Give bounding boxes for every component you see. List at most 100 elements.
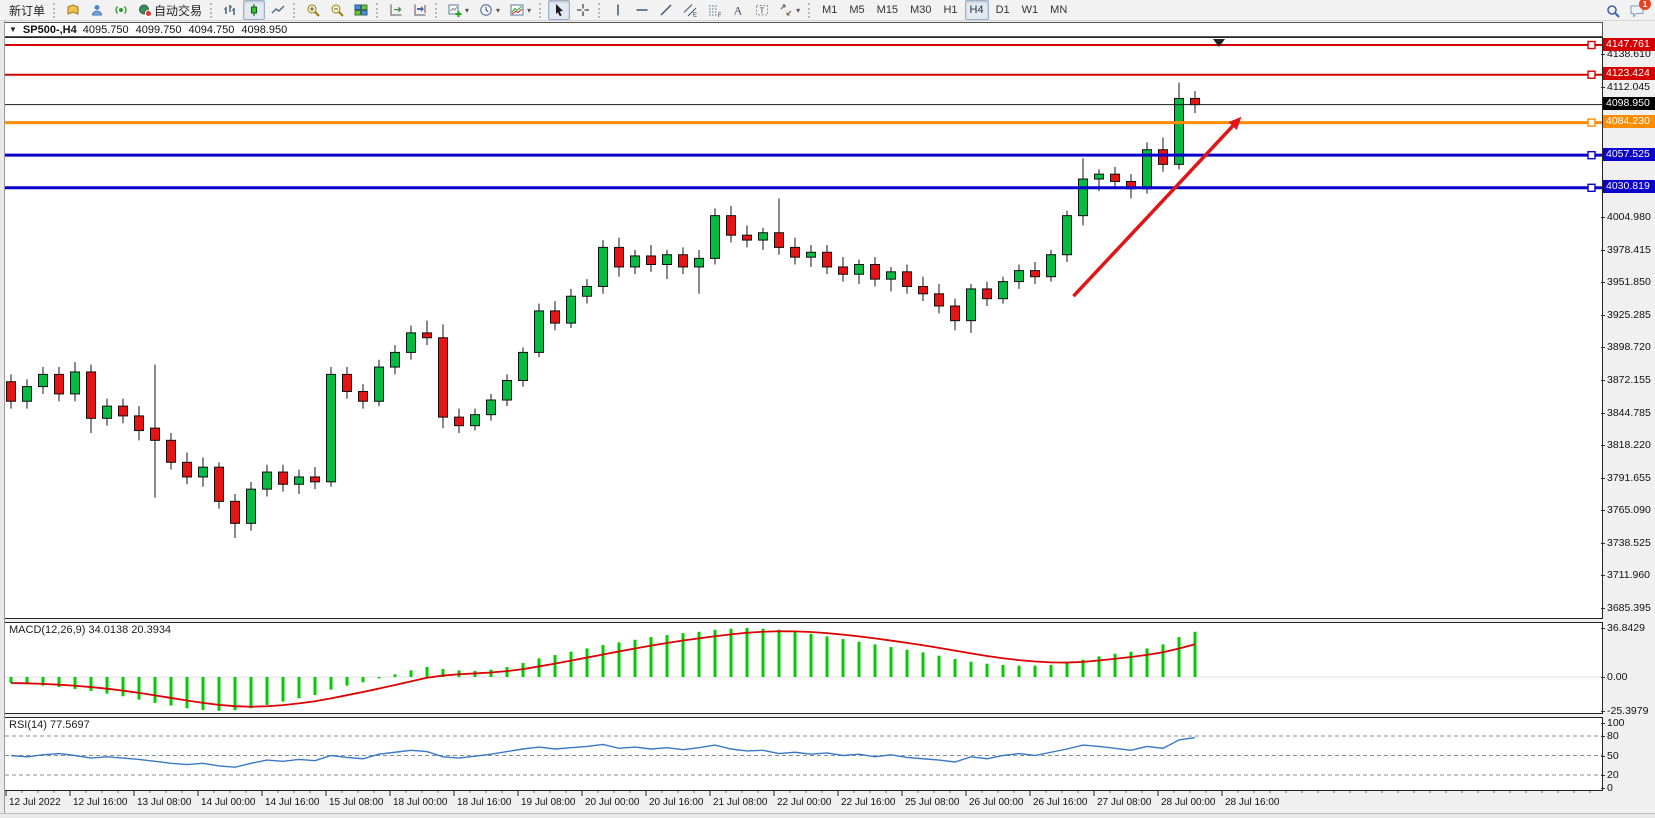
candlestick-chart[interactable]: [5, 38, 1602, 618]
timeframe-h4-button[interactable]: H4: [964, 0, 989, 20]
timeframe-d1-button[interactable]: D1: [995, 4, 1010, 16]
time-axis-label: 14 Jul 00:00: [201, 797, 256, 808]
line-handle[interactable]: [1587, 118, 1596, 127]
auto-trading-button-label: 自动交易: [154, 3, 203, 18]
toolbar-separator: [539, 2, 544, 18]
time-axis-label: 18 Jul 16:00: [457, 797, 512, 808]
line-handle[interactable]: [1587, 70, 1596, 79]
textT-icon: T: [755, 3, 769, 17]
timeframe-m30-button[interactable]: M30: [910, 4, 932, 16]
crosshair-icon: [576, 3, 590, 17]
new-order-button[interactable]: 新订单: [5, 0, 49, 20]
open-value: 4095.750: [82, 23, 129, 36]
zoom-out-button[interactable]: [326, 0, 348, 20]
indicators-icon: [510, 3, 524, 17]
price-tick: 3818.220: [1601, 439, 1651, 452]
notifications-button[interactable]: 1: [1626, 0, 1651, 21]
timeframe-m5-button[interactable]: M5: [849, 4, 865, 16]
price-line-badge: 4084.230: [1603, 115, 1655, 129]
horizontal-level-line[interactable]: [5, 118, 1602, 127]
horizontal-level-line[interactable]: [5, 150, 1602, 160]
fibonacci-button[interactable]: F: [703, 0, 725, 20]
rsi-chart[interactable]: [5, 718, 1602, 790]
macd-histogram: [9, 628, 1197, 711]
rsi-panel[interactable]: RSI(14) 77.5697: [4, 717, 1603, 791]
indicators-dropdown[interactable]: ▾: [506, 0, 535, 20]
price-tick: 3711.960: [1600, 569, 1651, 582]
timeframe-mn-button[interactable]: MN: [1050, 4, 1068, 16]
accounts-icon[interactable]: [86, 0, 108, 20]
bar-chart-mode-button[interactable]: [219, 0, 241, 20]
horizontal-line-button[interactable]: [631, 0, 653, 20]
price-line-badge: 4057.525: [1603, 147, 1655, 161]
horizontal-level-line[interactable]: [5, 70, 1602, 79]
shapes-dropdown[interactable]: ▾: [775, 0, 804, 20]
time-axis-label: 26 Jul 16:00: [1033, 797, 1088, 808]
search-icon: [1607, 5, 1620, 18]
auto-trading-button[interactable]: 自动交易: [134, 0, 206, 20]
signal-icon: [114, 3, 128, 17]
timeframe-m15-button[interactable]: M15: [876, 4, 899, 16]
vertical-line-button[interactable]: [607, 0, 629, 20]
cursor-button[interactable]: [548, 0, 571, 20]
crosshair-button[interactable]: [572, 0, 594, 20]
time-axis-label: 27 Jul 08:00: [1097, 797, 1152, 808]
chevron-down-icon[interactable]: ▾: [496, 5, 501, 15]
timeframe-h1-button[interactable]: H1: [943, 4, 958, 16]
collapse-icon[interactable]: ▼: [9, 25, 17, 34]
line-chart-mode-button[interactable]: [267, 0, 289, 20]
chart-shift-button[interactable]: [409, 0, 431, 20]
new-chart-dropdown[interactable]: ▾: [444, 0, 473, 20]
macd-chart[interactable]: [5, 623, 1602, 713]
trend-arrow[interactable]: [1072, 116, 1242, 298]
profiles-dropdown[interactable]: ▾: [475, 0, 504, 20]
rsi-axis-tick: 100: [1601, 717, 1625, 729]
chevron-down-icon[interactable]: ▾: [796, 5, 801, 15]
line-handle[interactable]: [1587, 150, 1596, 160]
svg-text:T: T: [760, 7, 765, 16]
chevron-down-icon[interactable]: ▾: [465, 5, 470, 15]
time-axis-label: 19 Jul 08:00: [521, 797, 576, 808]
price-tick: 4004.980: [1601, 211, 1651, 224]
price-tick: 3685.395: [1601, 601, 1651, 614]
notification-badge: 1: [1639, 0, 1651, 10]
chartshift-icon: [413, 3, 427, 17]
chart-title-bar[interactable]: ▼ SP500-,H4 4095.750 4099.750 4094.750 4…: [4, 22, 1603, 37]
toolbar-separator: [210, 2, 215, 18]
chevron-down-icon[interactable]: ▾: [527, 5, 532, 15]
horizontal-level-line[interactable]: [5, 183, 1602, 192]
low-value: 4094.750: [188, 23, 235, 36]
history-icon[interactable]: [62, 0, 84, 20]
timeframe-m1-button[interactable]: M1: [822, 4, 838, 16]
toolbar-separator: [598, 2, 603, 18]
auto-scroll-button[interactable]: [385, 0, 407, 20]
tile-windows-button[interactable]: [350, 0, 372, 20]
time-axis-label: 20 Jul 16:00: [649, 797, 704, 808]
main-chart-panel[interactable]: [4, 37, 1603, 619]
line-handle[interactable]: [1587, 40, 1596, 50]
timeframe-w1-button[interactable]: W1: [1021, 4, 1039, 16]
macd-panel[interactable]: MACD(12,26,9) 34.0138 20.3934: [4, 622, 1603, 714]
current-price-badge: 4098.950: [1603, 97, 1655, 111]
tile-icon: [354, 3, 368, 17]
horizontal-level-line[interactable]: [5, 40, 1602, 50]
text-button[interactable]: A: [727, 0, 749, 20]
time-axis[interactable]: 12 Jul 2022 12 Jul 16:00 13 Jul 08:00 14 Ju…: [4, 791, 1655, 815]
signals-icon[interactable]: [110, 0, 132, 20]
zoom-in-button[interactable]: [302, 0, 324, 20]
label-button[interactable]: T: [751, 0, 773, 20]
price-line-badge: 4147.761: [1603, 37, 1655, 51]
price-tick: 4138.610: [1601, 48, 1651, 61]
line-handle[interactable]: [1587, 183, 1596, 192]
price-scale[interactable]: 4138.610 4112.045 4004.980 3978.415 3951.850…: [1600, 37, 1655, 619]
high-value: 4099.750: [135, 23, 182, 36]
macd-axis-tick: -25.3979: [1600, 704, 1649, 717]
equidistant-channel-button[interactable]: E: [679, 0, 701, 20]
toolbar-separator: [808, 2, 813, 18]
search-button[interactable]: [1602, 1, 1624, 21]
candlestick-mode-button[interactable]: [243, 0, 266, 20]
chart-shift-marker[interactable]: [1213, 39, 1225, 47]
svg-text:A: A: [734, 4, 743, 18]
rsi-axis-tick: 80: [1601, 730, 1619, 742]
trendline-button[interactable]: [655, 0, 677, 20]
